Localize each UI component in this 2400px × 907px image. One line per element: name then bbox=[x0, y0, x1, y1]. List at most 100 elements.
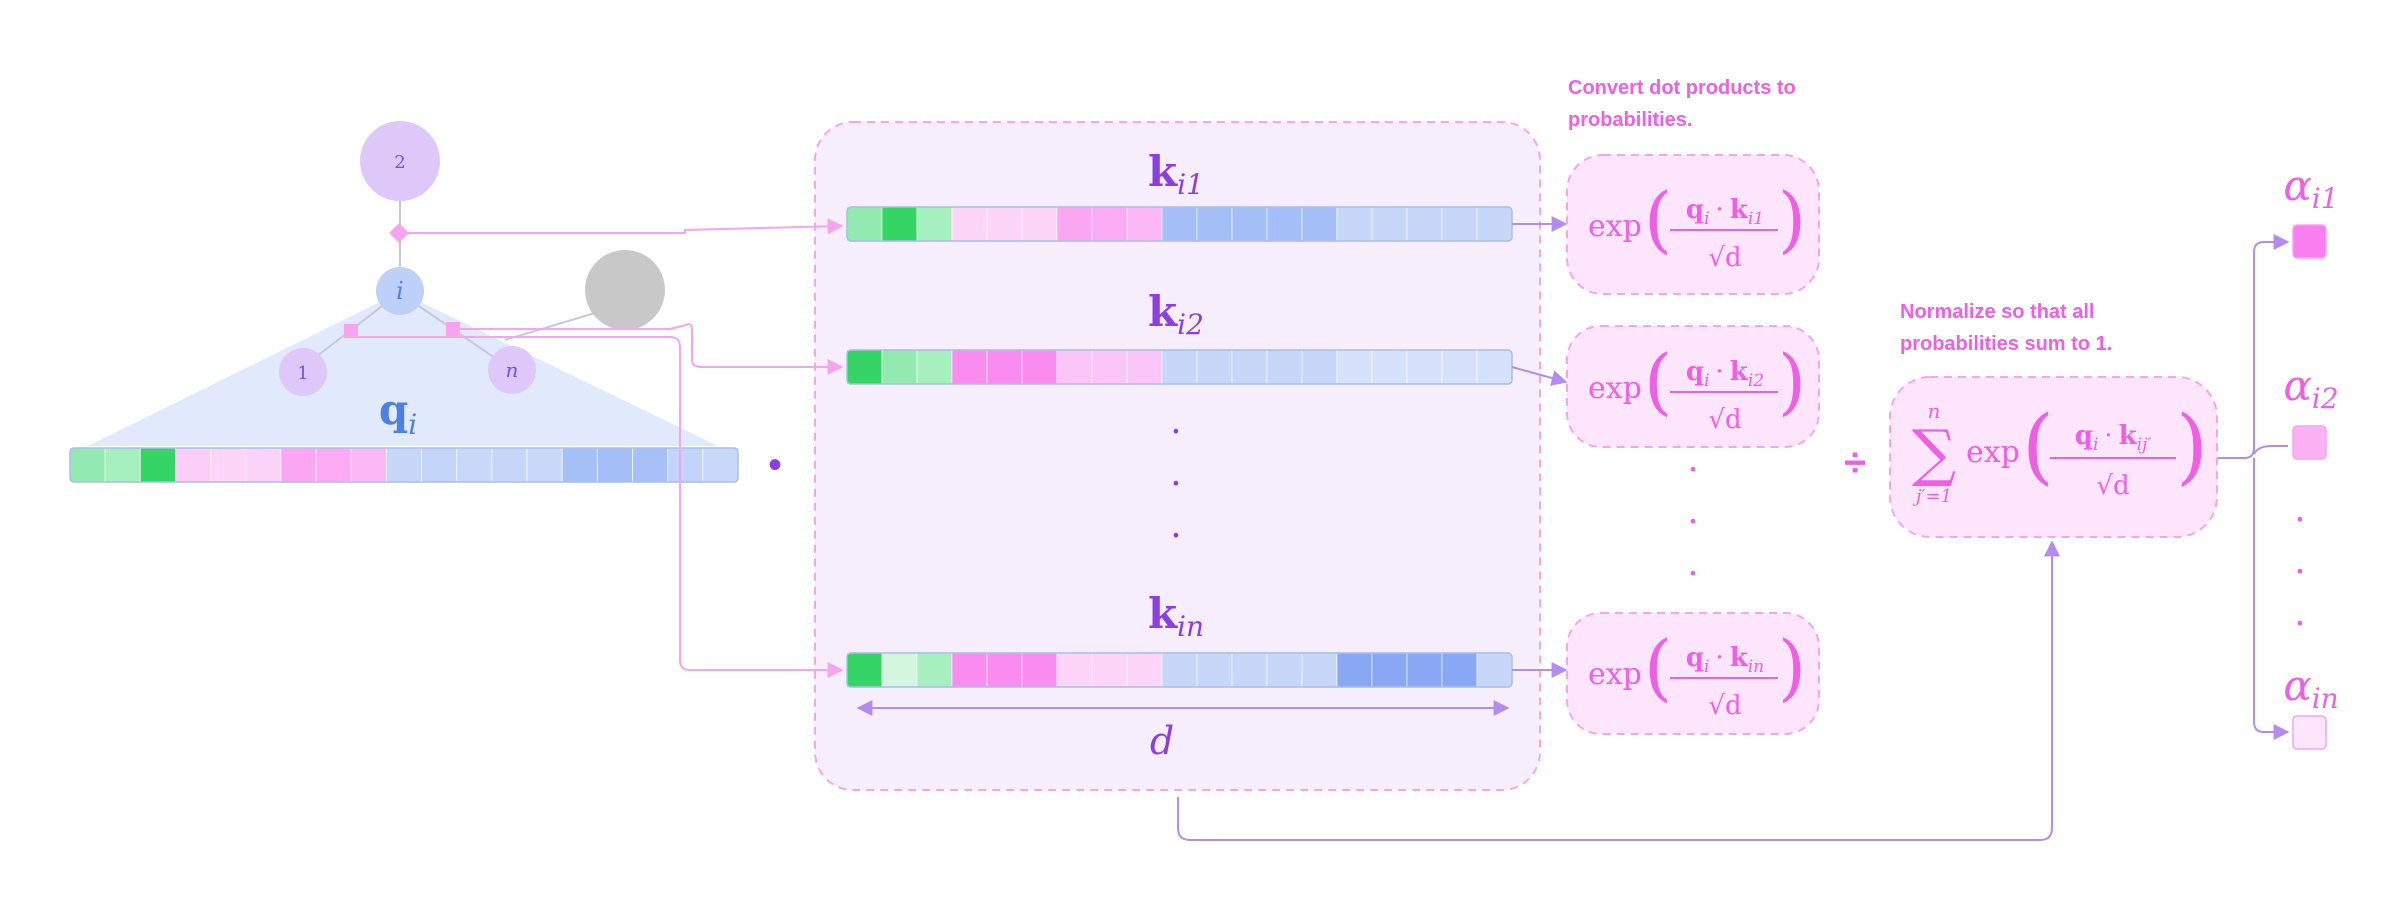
keys-ellipsis-2: · bbox=[1170, 464, 1181, 505]
paren-right: ) bbox=[1778, 625, 1806, 709]
root-junction-icon bbox=[389, 223, 409, 243]
query-vector-cell bbox=[350, 447, 387, 483]
query-to-key-connectors bbox=[351, 218, 844, 678]
key-vector-kn-cell bbox=[951, 652, 988, 688]
query-vector-cell bbox=[667, 447, 704, 483]
key-vector-kn-cell bbox=[1406, 652, 1443, 688]
key-vector-k1-cell bbox=[951, 206, 988, 242]
key-vector-kn-cell bbox=[1231, 652, 1268, 688]
leaf-1-node bbox=[279, 348, 327, 396]
connector-k1 bbox=[406, 218, 844, 235]
numerator: qi · ki1 bbox=[1686, 195, 1764, 229]
key-vector-k2-cell bbox=[1336, 349, 1373, 385]
exp-label: exp bbox=[1588, 209, 1642, 244]
query-vector-cell bbox=[245, 447, 282, 483]
key-vector-k2-cell bbox=[1441, 349, 1478, 385]
leaf-n-label: n bbox=[506, 358, 519, 382]
key-vector-k1-cell bbox=[846, 206, 883, 242]
key-vector-kn-cell bbox=[1476, 652, 1513, 688]
convert-annotation-line-1: Convert dot products to bbox=[1568, 77, 1796, 99]
leaf-n-node bbox=[488, 346, 536, 394]
query-label: qi bbox=[379, 385, 417, 441]
query-vector-cell bbox=[104, 447, 141, 483]
output-ellipsis-2: · bbox=[2294, 552, 2305, 593]
query-vector-cell bbox=[632, 447, 669, 483]
key-label-k2: ki2 bbox=[1148, 287, 1204, 341]
key-label-kn: kin bbox=[1148, 589, 1204, 643]
node-i bbox=[376, 267, 424, 315]
key-vector-k1-cell bbox=[1406, 206, 1443, 242]
key-vector-k2-cell bbox=[1301, 349, 1338, 385]
key-vector-k1-cell bbox=[1266, 206, 1303, 242]
key-vector-kn-cell bbox=[1371, 652, 1408, 688]
convert-annotation: Convert dot products to probabilities. bbox=[1568, 77, 1801, 131]
key-vector-k2-cell bbox=[986, 349, 1023, 385]
denominator: √d bbox=[1708, 405, 1741, 435]
sigma-icon: ∑ bbox=[1912, 416, 1956, 489]
key-vector-k1-cell bbox=[1161, 206, 1198, 242]
key-vector-k2-cell bbox=[1056, 349, 1093, 385]
query-vector-cell bbox=[491, 447, 528, 483]
query-vector-cell bbox=[210, 447, 247, 483]
normalize-annotation-line-2: probabilities sum to 1. bbox=[1900, 333, 2112, 355]
normalize-annotation-line-1: Normalize so that all bbox=[1900, 301, 2095, 323]
key-vector-kn-cell bbox=[1441, 652, 1478, 688]
key-vector-k1-cell bbox=[1056, 206, 1093, 242]
key-vector-k2-cell bbox=[1476, 349, 1513, 385]
query-vector-cell bbox=[456, 447, 493, 483]
normalize-annotation: Normalize so that all probabilities sum … bbox=[1900, 301, 2112, 355]
key-vector-k2-cell bbox=[1371, 349, 1408, 385]
convert-annotation-line-2: probabilities. bbox=[1568, 109, 1692, 131]
key-vector-k2-cell bbox=[1266, 349, 1303, 385]
paren-right: ) bbox=[1778, 177, 1806, 261]
key-vector-k2-cell bbox=[951, 349, 988, 385]
key-vector-k2 bbox=[846, 349, 1513, 385]
exp-label: exp bbox=[1588, 657, 1642, 692]
output-label-a2: αi2 bbox=[2283, 361, 2338, 415]
key-vector-k2-cell bbox=[1231, 349, 1268, 385]
sum-denominator: √d bbox=[2096, 471, 2129, 501]
key-vector-kn-cell bbox=[1021, 652, 1058, 688]
exp-ellipsis-2: · bbox=[1687, 502, 1698, 543]
key-vector-k2-cell bbox=[1161, 349, 1198, 385]
key-vector-kn-cell bbox=[1161, 652, 1198, 688]
sum-paren-right: ) bbox=[2176, 399, 2208, 494]
dimension-label: d bbox=[1150, 719, 1174, 763]
key-vector-kn-cell bbox=[916, 652, 953, 688]
connector-sum-to-outputs bbox=[2218, 241, 2288, 733]
key-vector-kn-cell bbox=[1196, 652, 1233, 688]
key-vector-k1-cell bbox=[916, 206, 953, 242]
key-vector-kn-cell bbox=[1301, 652, 1338, 688]
gray-node bbox=[585, 250, 665, 330]
output-box-a2 bbox=[2292, 425, 2327, 460]
paren-left: ( bbox=[1644, 339, 1672, 423]
connector-d-to-sum bbox=[1177, 540, 2060, 841]
paren-left: ( bbox=[1644, 625, 1672, 709]
key-vector-kn-cell bbox=[1266, 652, 1303, 688]
query-vector bbox=[69, 447, 739, 483]
connector-kn bbox=[351, 336, 844, 678]
key-vector-k1 bbox=[846, 206, 1513, 242]
key-vector-k1-cell bbox=[986, 206, 1023, 242]
key-vector-k1-cell bbox=[1196, 206, 1233, 242]
key-vector-k1-cell bbox=[881, 206, 918, 242]
query-cone bbox=[88, 292, 718, 446]
key-vector-k1-cell bbox=[1231, 206, 1268, 242]
key-label-k1: ki1 bbox=[1148, 147, 1204, 201]
root-node-label: 2 bbox=[394, 152, 405, 173]
exp-formula-fn: exp ( qi · kin √d ) bbox=[1566, 612, 1820, 735]
numerator: qi · ki2 bbox=[1686, 357, 1764, 391]
keys-ellipsis-3: · bbox=[1170, 516, 1181, 557]
key-vector-k2-cell bbox=[881, 349, 918, 385]
key-vector-k1-cell bbox=[1021, 206, 1058, 242]
output-label-a1: αi1 bbox=[2283, 161, 2338, 215]
key-vector-k1-cell bbox=[1126, 206, 1163, 242]
exp-formula-f2: exp ( qi · ki2 √d ) bbox=[1566, 325, 1820, 448]
sum-lower: j′=1 bbox=[1912, 486, 1952, 507]
key-vector-kn-cell bbox=[1056, 652, 1093, 688]
denominator: √d bbox=[1708, 243, 1741, 273]
query-vector-cell bbox=[596, 447, 634, 483]
keys-box bbox=[814, 121, 1541, 791]
output-box-a1 bbox=[2292, 224, 2327, 259]
